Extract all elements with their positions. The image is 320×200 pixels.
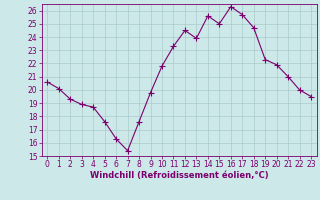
X-axis label: Windchill (Refroidissement éolien,°C): Windchill (Refroidissement éolien,°C) <box>90 171 268 180</box>
